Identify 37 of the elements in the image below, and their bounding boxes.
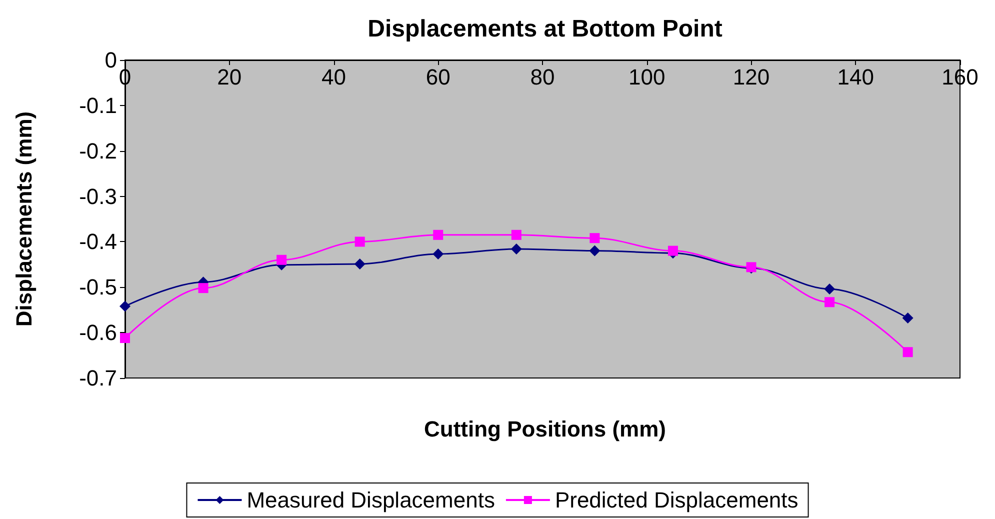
y-tick-label: 0 bbox=[104, 48, 117, 72]
point bbox=[511, 230, 522, 240]
point bbox=[432, 248, 444, 260]
x-tick-label: 140 bbox=[837, 64, 874, 90]
point bbox=[120, 333, 130, 344]
legend-label: Measured Displacements bbox=[246, 488, 495, 512]
point bbox=[433, 230, 444, 240]
point bbox=[902, 347, 913, 358]
y-tick-label: -0.4 bbox=[79, 229, 117, 254]
point bbox=[198, 283, 208, 294]
point bbox=[824, 283, 836, 294]
point bbox=[589, 245, 600, 256]
y-tick-label: -0.6 bbox=[79, 320, 117, 346]
y-tick-label: -0.2 bbox=[79, 138, 117, 164]
point bbox=[276, 254, 287, 265]
legend-label: Predicted Displacements bbox=[554, 488, 798, 512]
x-tick-label: 80 bbox=[530, 64, 555, 90]
point bbox=[354, 258, 366, 270]
point bbox=[354, 236, 365, 247]
point bbox=[510, 243, 522, 254]
point bbox=[824, 297, 835, 308]
y-tick-label: -0.3 bbox=[79, 184, 117, 209]
y-tick-label: -0.1 bbox=[79, 92, 117, 118]
x-tick-label: 60 bbox=[426, 64, 450, 90]
point bbox=[668, 246, 678, 256]
x-tick-label: 100 bbox=[628, 64, 666, 90]
x-tick-label: 120 bbox=[732, 64, 770, 90]
y-axis-title: Displacements (mm) bbox=[12, 111, 36, 327]
y-tick-label: -0.7 bbox=[79, 366, 117, 390]
chart-title: Displacements at Bottom Point bbox=[368, 16, 722, 42]
x-axis-title: Cutting Positions (mm) bbox=[424, 416, 666, 442]
point bbox=[590, 233, 600, 244]
point bbox=[120, 300, 130, 312]
point bbox=[902, 312, 914, 324]
x-tick-label: 40 bbox=[322, 64, 346, 90]
y-tick-label: -0.5 bbox=[79, 274, 117, 300]
x-tick-label: 20 bbox=[217, 64, 242, 90]
